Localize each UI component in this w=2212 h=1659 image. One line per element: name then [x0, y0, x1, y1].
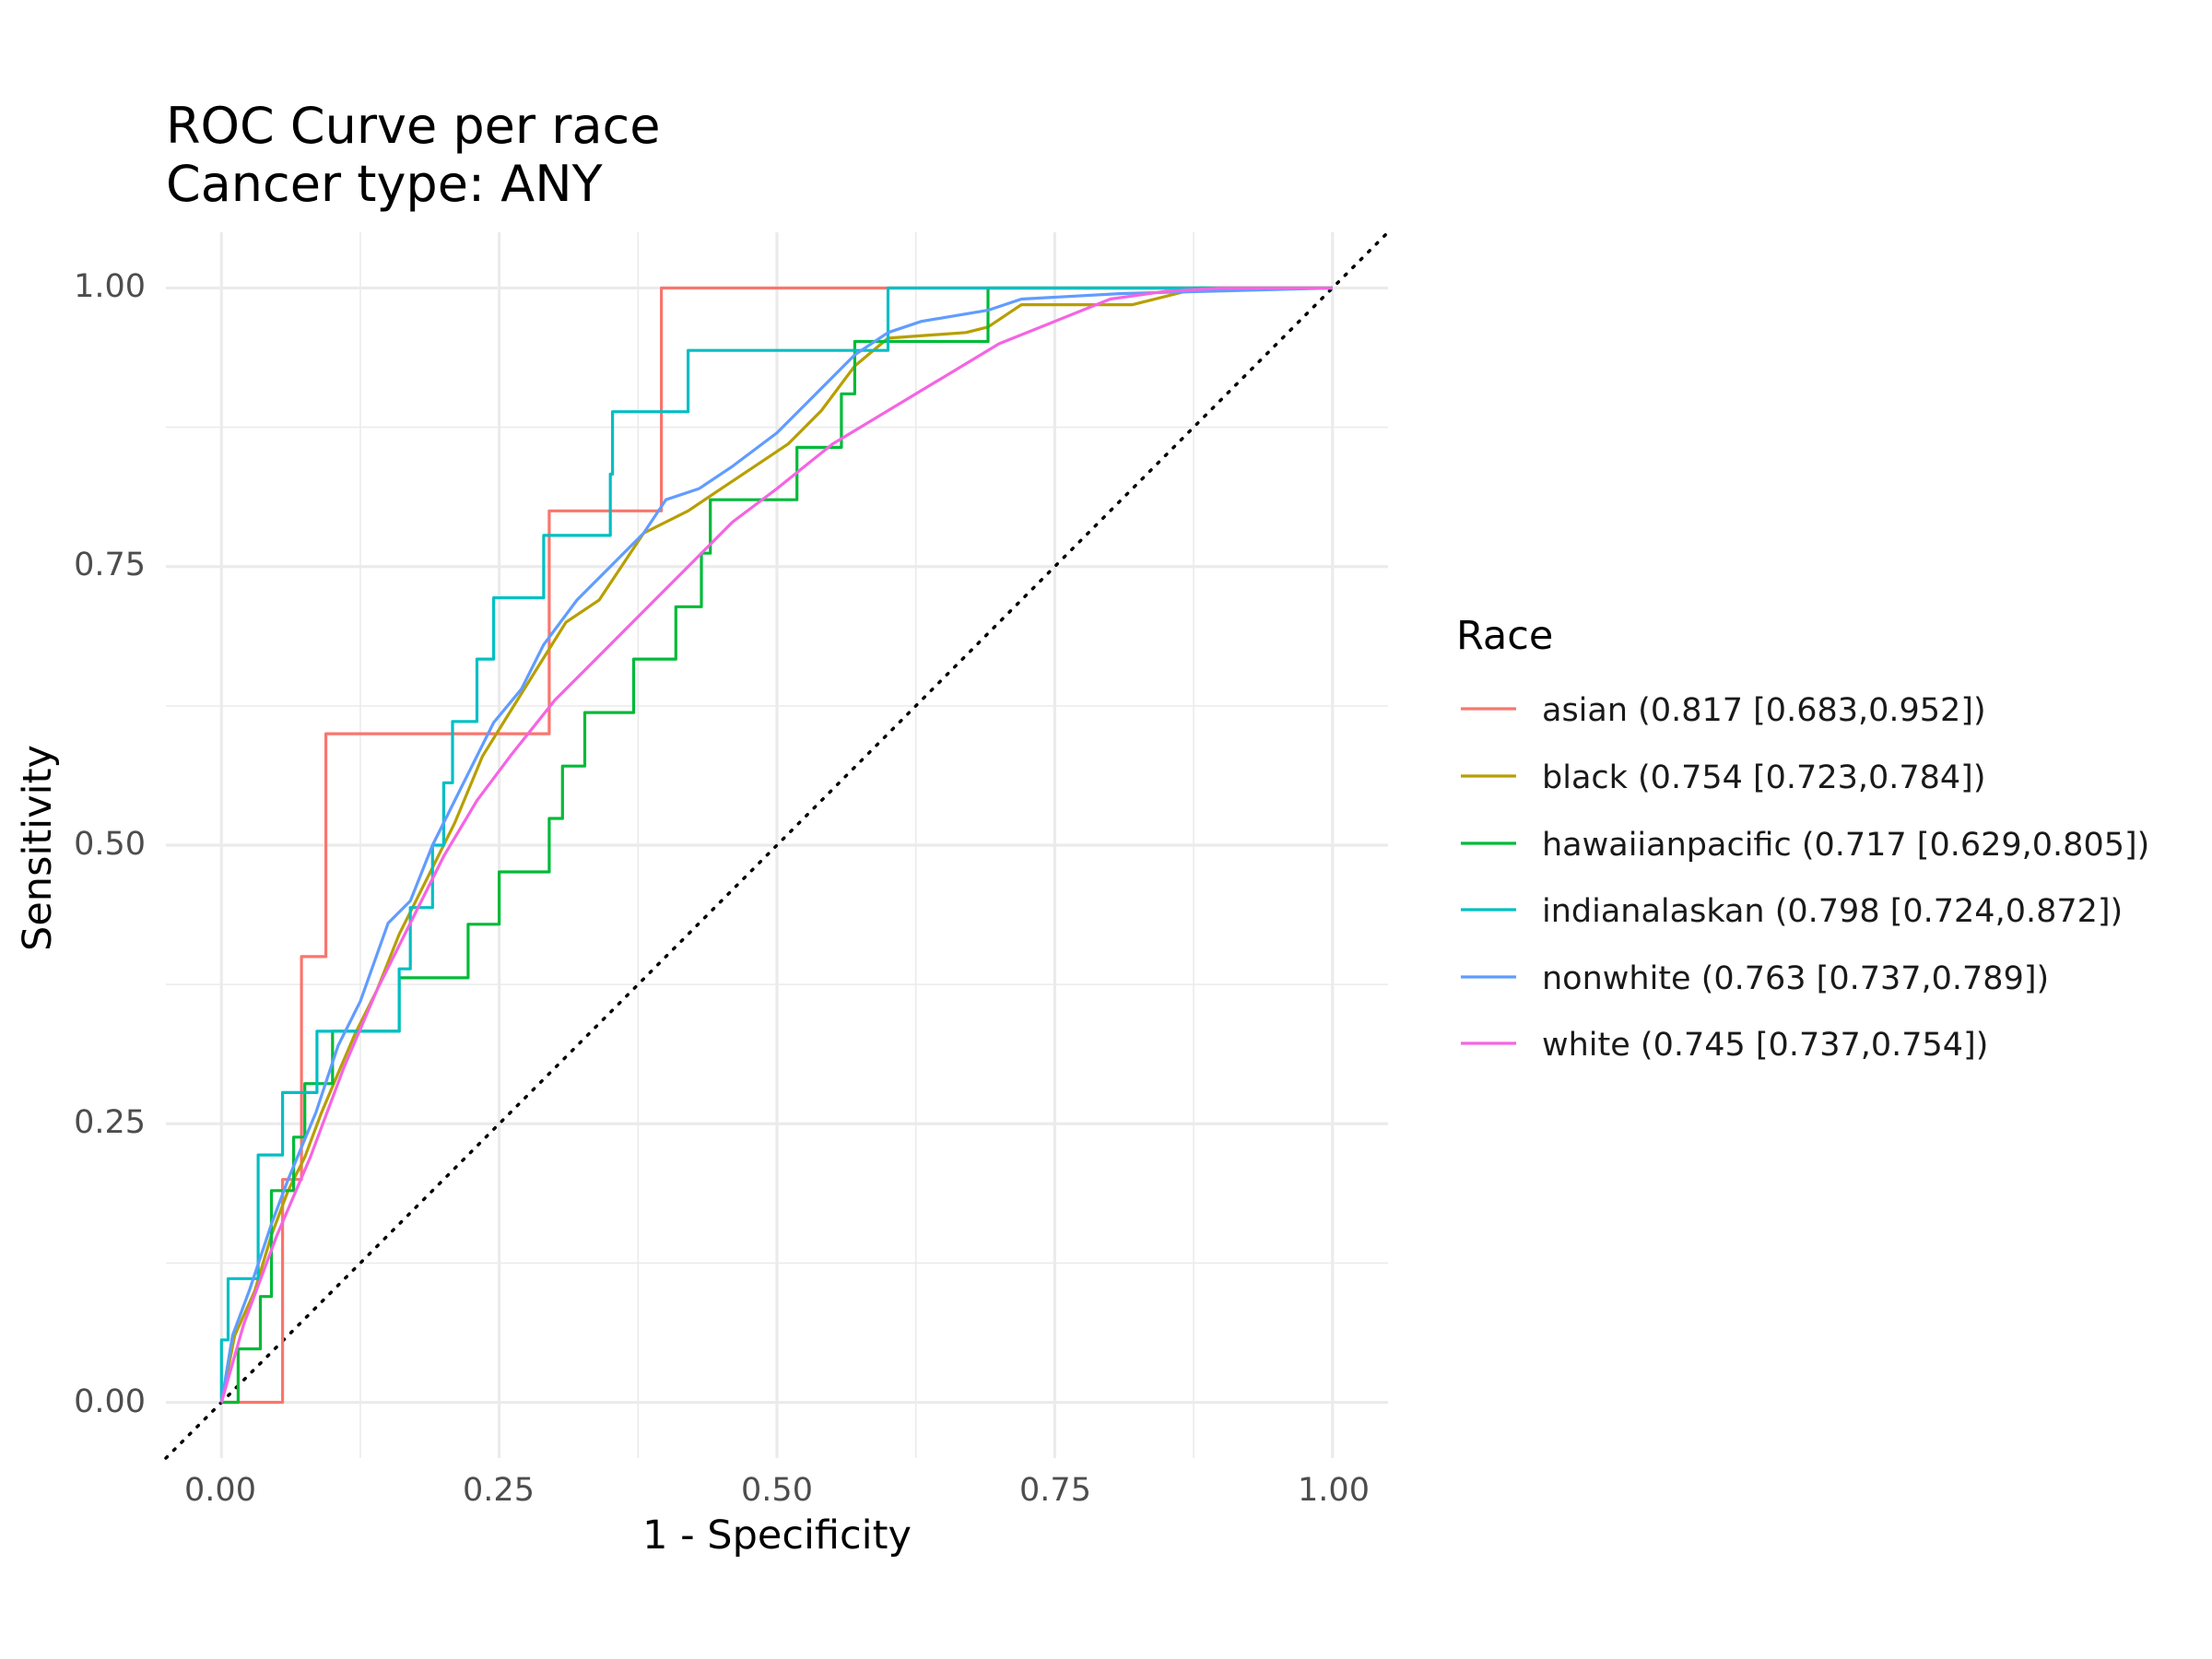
y-tick-label: 0.25	[74, 1104, 146, 1141]
series-line	[221, 286, 1333, 1405]
series-line	[221, 286, 1333, 1405]
series-line	[219, 286, 1333, 1403]
x-tick-label: 0.00	[184, 1472, 256, 1509]
series-line	[219, 286, 1333, 1403]
legend-label: black (0.754 [0.723,0.784])	[1542, 759, 1986, 796]
legend-item: black (0.754 [0.723,0.784])	[1461, 759, 1986, 796]
x-tick-label: 0.25	[463, 1472, 535, 1509]
y-tick-label: 0.50	[74, 826, 146, 863]
x-axis-title: 1 - Specificity	[642, 1512, 912, 1559]
series-line	[219, 286, 1333, 1403]
legend-label: hawaiianpacific (0.717 [0.629,0.805])	[1542, 827, 2149, 864]
legend-item: indianalaskan (0.798 [0.724,0.872])	[1461, 893, 2123, 930]
legend-label: nonwhite (0.763 [0.737,0.789])	[1542, 960, 2049, 997]
legend-label: white (0.745 [0.737,0.754])	[1542, 1027, 1988, 1064]
legend-item: hawaiianpacific (0.717 [0.629,0.805])	[1461, 827, 2149, 864]
y-tick-label: 1.00	[74, 268, 146, 305]
legend-item: white (0.745 [0.737,0.754])	[1461, 1027, 1988, 1064]
legend: Race asian (0.817 [0.683,0.952]) black (…	[1456, 613, 2149, 1064]
legend-label: indianalaskan (0.798 [0.724,0.872])	[1542, 893, 2123, 930]
y-axis-title: Sensitivity	[15, 745, 61, 951]
y-tick-label: 0.75	[74, 547, 146, 583]
legend-title: Race	[1456, 613, 1553, 659]
legend-item: asian (0.817 [0.683,0.952])	[1461, 692, 1986, 729]
chart-subtitle: Cancer type: ANY	[166, 155, 604, 213]
chart-title: ROC Curve per race	[166, 97, 660, 155]
reference-line-group	[164, 230, 1390, 1460]
reference-diagonal-line	[164, 230, 1390, 1460]
legend-item: nonwhite (0.763 [0.737,0.789])	[1461, 960, 2049, 997]
y-axis-ticks: 0.00 0.25 0.50 0.75 1.00	[74, 268, 146, 1420]
series-line	[219, 286, 1333, 1403]
x-tick-label: 0.75	[1019, 1472, 1091, 1509]
x-tick-label: 1.00	[1298, 1472, 1370, 1509]
series-group	[219, 286, 1333, 1405]
x-tick-label: 0.50	[741, 1472, 813, 1509]
x-axis-ticks: 0.00 0.25 0.50 0.75 1.00	[184, 1472, 1370, 1509]
y-tick-label: 0.00	[74, 1383, 146, 1420]
legend-label: asian (0.817 [0.683,0.952])	[1542, 692, 1986, 729]
